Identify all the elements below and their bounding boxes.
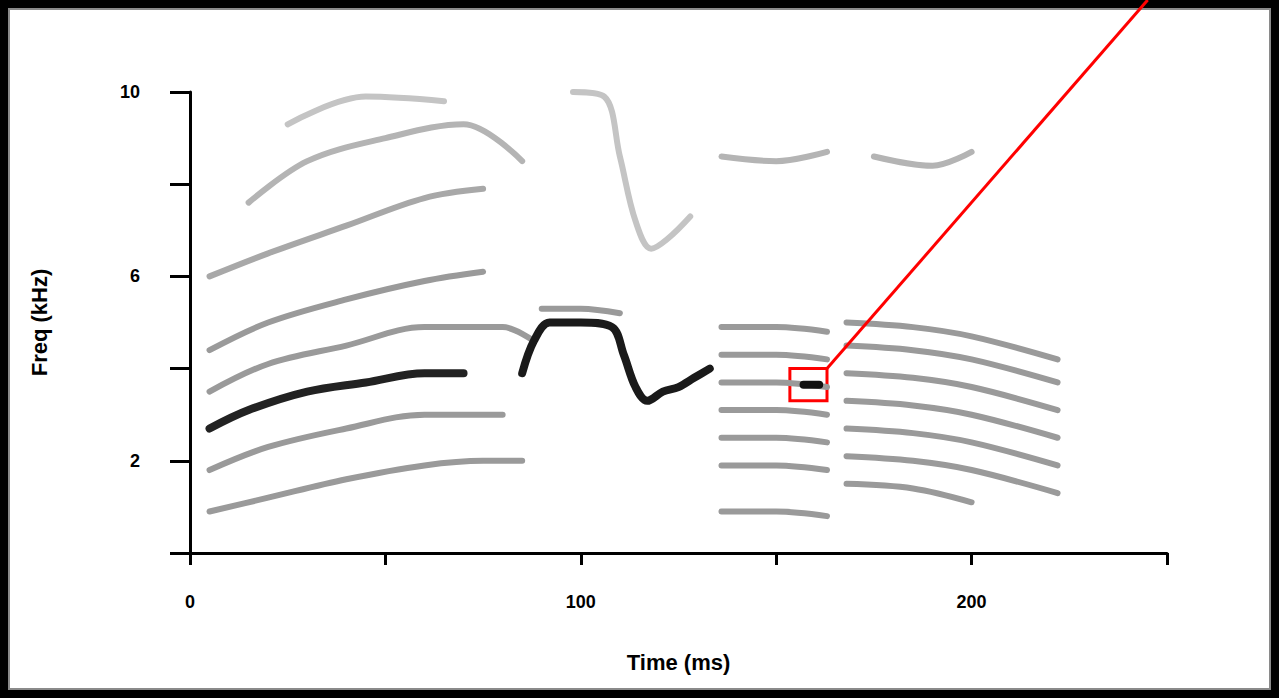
svg-text:100: 100 — [566, 592, 596, 612]
svg-text:200: 200 — [957, 592, 987, 612]
svg-text:6: 6 — [130, 266, 140, 286]
svg-text:10: 10 — [120, 82, 140, 102]
svg-text:0: 0 — [185, 592, 195, 612]
svg-text:Freq (kHz): Freq (kHz) — [27, 269, 52, 377]
svg-text:2: 2 — [130, 451, 140, 471]
svg-text:Time (ms): Time (ms) — [627, 650, 731, 675]
